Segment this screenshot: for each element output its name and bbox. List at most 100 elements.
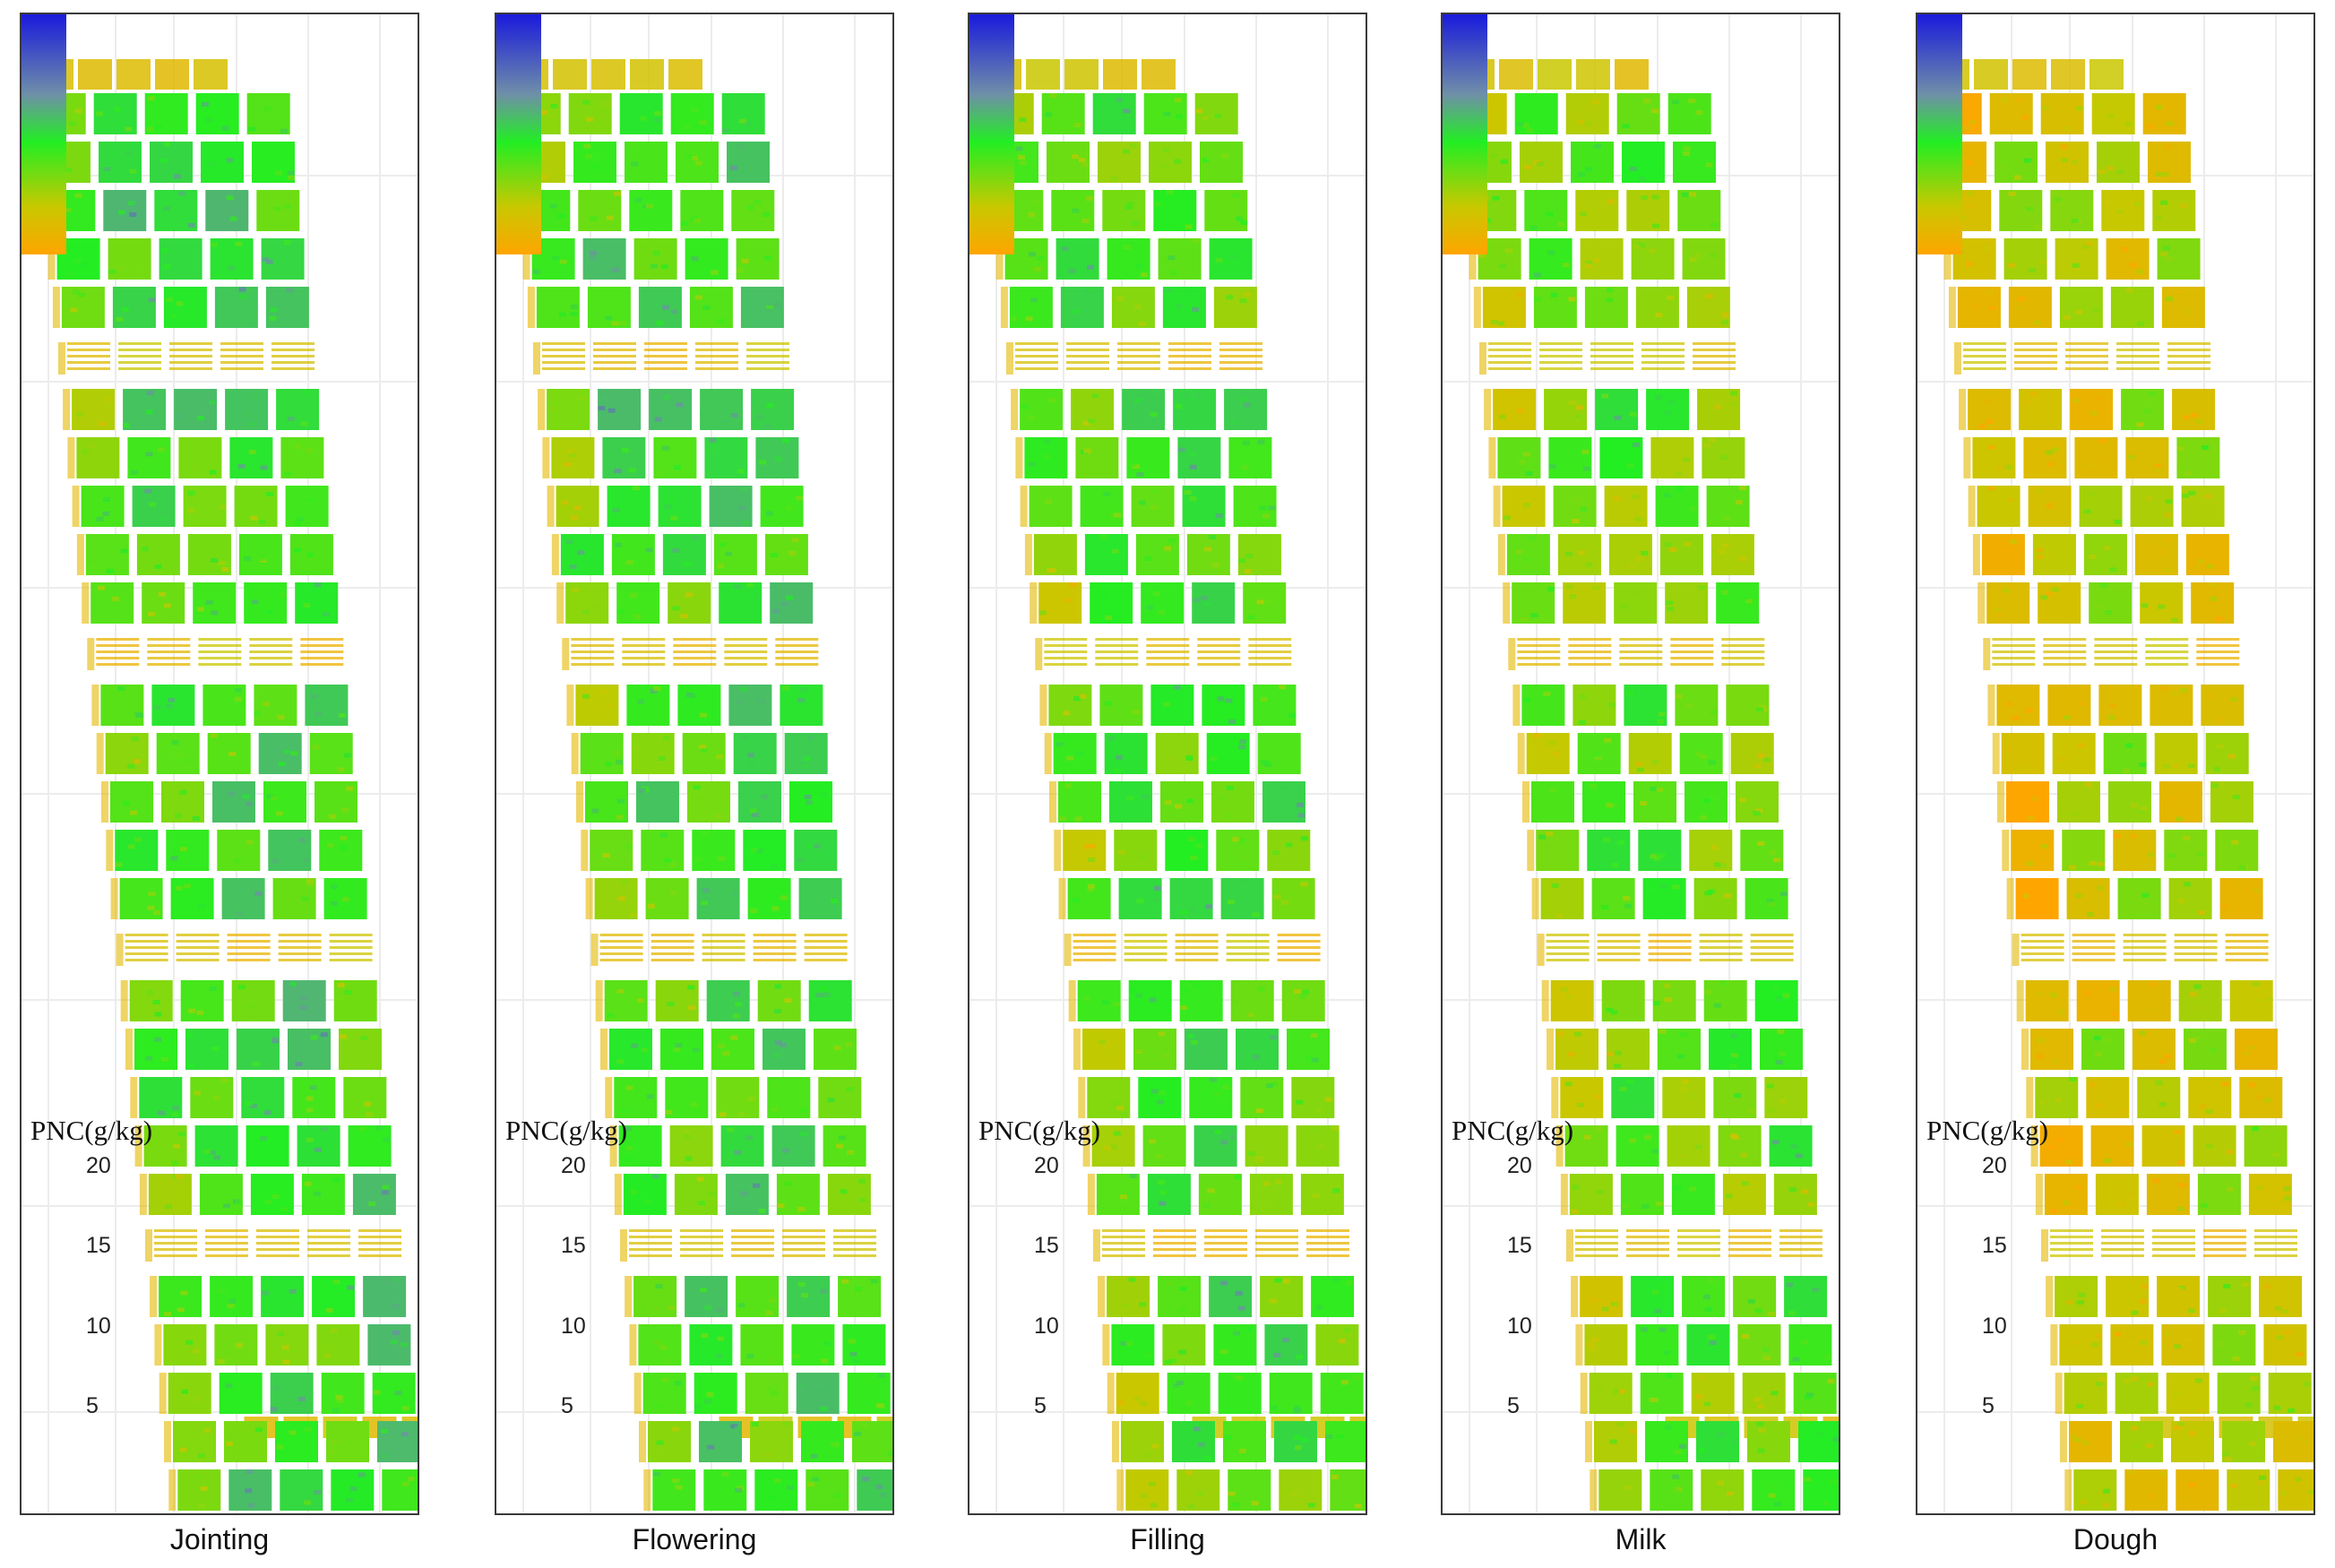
plot-cell <box>1972 437 2016 478</box>
plot-row <box>508 93 765 134</box>
plot-row <box>1929 93 2186 134</box>
plot-row <box>130 1077 387 1118</box>
plot-row <box>581 830 838 871</box>
plot-cell <box>193 582 237 624</box>
plot-cell <box>2130 486 2174 527</box>
plot-cell <box>751 389 795 430</box>
plot-cell <box>1092 93 1136 134</box>
plot-cell <box>285 486 329 527</box>
plot-cell <box>719 582 763 624</box>
plot-cell <box>1020 389 1064 430</box>
plot-row <box>1015 437 1272 478</box>
plot-cell <box>2019 389 2063 430</box>
plot-cell <box>2172 389 2216 430</box>
gap-row <box>87 638 344 670</box>
plot-cell <box>134 1029 177 1070</box>
field-map-flowering <box>496 14 892 1513</box>
gap-row <box>145 1229 401 1262</box>
plot-cell <box>2193 1125 2236 1167</box>
plot-cell <box>217 830 261 871</box>
plot-cell <box>1635 287 1679 328</box>
plot-row <box>67 437 324 478</box>
plot-cell <box>2176 437 2220 478</box>
plot-cell <box>1631 238 1675 280</box>
plot-row <box>2046 1276 2303 1317</box>
plot-row <box>1058 878 1315 919</box>
plot-cell <box>1179 980 1223 1021</box>
panel-milk: PNC(g/kg) 20 15 10 5 <box>1441 13 1840 1515</box>
plot-cell <box>2208 1276 2252 1317</box>
plot-cell <box>1493 389 1537 430</box>
plot-cell <box>268 830 312 871</box>
plot-row <box>101 781 358 823</box>
plot-cell <box>1646 389 1690 430</box>
plot-cell <box>1055 238 1099 280</box>
plot-cell <box>1580 1276 1624 1317</box>
plot-cell <box>180 980 224 1021</box>
plot-cell <box>173 1421 216 1462</box>
plot-cell <box>629 190 673 231</box>
legend-tick: 5 <box>1034 1393 1047 1418</box>
plot-cell <box>720 1125 764 1167</box>
gap-row <box>590 934 848 966</box>
plot-row <box>2064 1469 2313 1511</box>
plot-row <box>1541 980 1798 1021</box>
plot-row <box>1560 1174 1817 1215</box>
field-map-milk <box>1443 14 1839 1513</box>
plot-row <box>1044 733 1301 774</box>
plot-row <box>518 190 775 231</box>
plot-cell <box>265 287 309 328</box>
plot-row <box>154 1324 411 1366</box>
legend-tick: 5 <box>1982 1393 1995 1418</box>
plot-cell <box>2057 781 2100 823</box>
border-strip-top <box>1935 59 2124 90</box>
plot-row <box>1571 1276 1828 1317</box>
legend-title: PNC(g/kg) <box>1926 1115 2049 1146</box>
plot-cell <box>1165 830 1209 871</box>
plot-cell <box>1977 486 2021 527</box>
plot-cell <box>1526 733 1570 774</box>
plot-row <box>1049 781 1305 823</box>
plot-cell <box>736 1276 780 1317</box>
plot-row <box>1473 287 1730 328</box>
plot-cell <box>254 685 297 726</box>
plot-cell <box>677 685 721 726</box>
plot-cell <box>112 287 156 328</box>
border-strip-top <box>987 59 1176 90</box>
plot-cell <box>2219 878 2263 919</box>
plot-cell <box>2117 878 2161 919</box>
plot-cell <box>696 878 740 919</box>
plot-cell <box>1745 878 1788 919</box>
plot-row <box>522 238 780 280</box>
plot-cell <box>282 980 326 1021</box>
legend-tick: 15 <box>561 1233 586 1259</box>
plot-cell <box>1564 1125 1608 1167</box>
plot-cell <box>72 389 116 430</box>
plot-cell <box>689 287 733 328</box>
plot-cell <box>2222 1421 2265 1462</box>
plot-cell <box>1598 1469 1642 1511</box>
plot-cell <box>1571 142 1614 183</box>
plot-row <box>2021 1029 2278 1070</box>
plot-cell <box>1063 830 1107 871</box>
plot-cell <box>1149 142 1192 183</box>
plot-cell <box>1087 1077 1131 1118</box>
plot-cell <box>852 1421 892 1462</box>
plot-cell <box>1133 1029 1176 1070</box>
plot-row <box>110 878 367 919</box>
plot-row <box>2002 830 2259 871</box>
plot-cell <box>280 1469 323 1511</box>
plot-row <box>1054 830 1311 871</box>
plot-row <box>551 534 808 575</box>
plot-cell <box>670 93 714 134</box>
panel-filling: PNC(g/kg) 20 15 10 5 <box>968 13 1367 1515</box>
plot-cell <box>1158 1276 1202 1317</box>
plot-row <box>159 1373 416 1414</box>
plot-cell <box>1236 1029 1279 1070</box>
plot-cell <box>1287 1029 1330 1070</box>
plot-row <box>1488 437 1745 478</box>
plot-row <box>1527 830 1784 871</box>
legend-title: PNC(g/kg) <box>1452 1115 1574 1146</box>
legend-tick: 15 <box>1034 1233 1059 1259</box>
plot-cell <box>2030 1029 2073 1070</box>
